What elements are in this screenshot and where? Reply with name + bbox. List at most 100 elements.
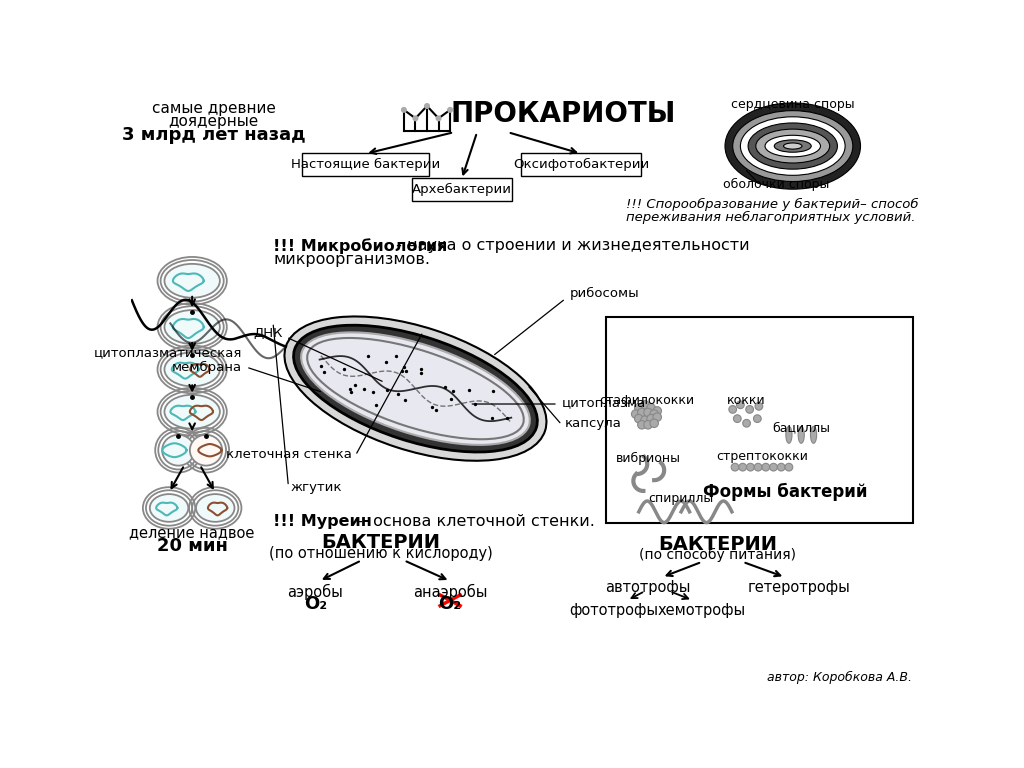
Circle shape <box>729 406 736 413</box>
Circle shape <box>401 108 407 112</box>
Text: переживания неблагоприятных условий.: переживания неблагоприятных условий. <box>626 210 915 223</box>
Ellipse shape <box>150 494 188 521</box>
Text: гетеротрофы: гетеротрофы <box>748 580 850 594</box>
FancyBboxPatch shape <box>520 153 641 176</box>
Circle shape <box>644 421 652 429</box>
Text: бациллы: бациллы <box>772 421 830 434</box>
Text: стрептококки: стрептококки <box>716 450 808 463</box>
Text: 20 мин: 20 мин <box>157 538 227 555</box>
Text: жгутик: жгутик <box>291 481 342 494</box>
Circle shape <box>647 404 655 412</box>
Ellipse shape <box>294 325 538 452</box>
Circle shape <box>647 415 655 423</box>
Text: - наука о строении и жизнедеятельности: - наука о строении и жизнедеятельности <box>391 238 750 253</box>
Text: оболочки споры: оболочки споры <box>724 178 829 191</box>
Ellipse shape <box>165 395 220 429</box>
Text: Настоящие бактерии: Настоящие бактерии <box>291 158 440 171</box>
Text: !!! Спорообразование у бактерий– способ: !!! Спорообразование у бактерий– способ <box>626 198 919 211</box>
Circle shape <box>755 463 762 471</box>
Ellipse shape <box>749 123 838 169</box>
Ellipse shape <box>810 426 816 443</box>
Text: !!! Микробиология: !!! Микробиология <box>273 238 447 254</box>
Text: клеточная стенка: клеточная стенка <box>226 448 352 461</box>
Circle shape <box>770 463 777 471</box>
Text: микроорганизмов.: микроорганизмов. <box>273 252 430 266</box>
Text: автор: Коробкова А.В.: автор: Коробкова А.В. <box>767 671 912 684</box>
Ellipse shape <box>165 264 220 298</box>
Ellipse shape <box>285 316 547 461</box>
Text: БАКТЕРИИ: БАКТЕРИИ <box>322 533 440 552</box>
Circle shape <box>653 413 662 422</box>
Text: Оксифотобактерии: Оксифотобактерии <box>513 158 649 171</box>
Circle shape <box>731 463 739 471</box>
Text: аэробы: аэробы <box>288 584 343 600</box>
Text: О₂: О₂ <box>304 595 327 613</box>
Circle shape <box>635 415 643 423</box>
Circle shape <box>638 409 646 417</box>
Circle shape <box>641 401 649 409</box>
Circle shape <box>632 410 640 419</box>
Circle shape <box>742 419 751 427</box>
Ellipse shape <box>740 117 845 175</box>
Text: Формы бактерий: Формы бактерий <box>702 483 867 502</box>
Text: доядерные: доядерные <box>169 114 259 129</box>
Text: (по отношению к кислороду): (по отношению к кислороду) <box>269 547 493 561</box>
Ellipse shape <box>798 426 804 443</box>
Circle shape <box>653 407 662 415</box>
Circle shape <box>644 409 652 417</box>
Circle shape <box>736 401 744 409</box>
Text: спириллы: спириллы <box>648 492 714 505</box>
Circle shape <box>436 116 441 121</box>
Text: хемотрофы: хемотрофы <box>657 603 745 617</box>
Circle shape <box>762 463 770 471</box>
Ellipse shape <box>783 143 802 149</box>
Circle shape <box>413 116 418 121</box>
Ellipse shape <box>733 111 853 181</box>
Ellipse shape <box>765 135 820 157</box>
Text: ПРОКАРИОТЫ: ПРОКАРИОТЫ <box>451 100 676 127</box>
Circle shape <box>425 104 429 108</box>
Circle shape <box>755 402 763 410</box>
Text: стафилококки: стафилококки <box>599 394 694 407</box>
Ellipse shape <box>189 435 222 465</box>
Circle shape <box>785 463 793 471</box>
Ellipse shape <box>165 353 220 386</box>
Circle shape <box>650 410 658 419</box>
Ellipse shape <box>165 310 220 344</box>
Text: БАКТЕРИИ: БАКТЕРИИ <box>657 535 777 554</box>
Circle shape <box>650 419 658 428</box>
Circle shape <box>447 108 453 112</box>
Circle shape <box>746 463 755 471</box>
Text: (по способу питания): (по способу питания) <box>639 548 796 562</box>
Text: цитоплазматическая
мембрана: цитоплазматическая мембрана <box>94 346 243 374</box>
Text: Архебактерии: Архебактерии <box>412 184 512 197</box>
Text: ДНК: ДНК <box>254 326 283 339</box>
Circle shape <box>638 421 646 429</box>
Ellipse shape <box>774 140 811 152</box>
Text: О₂: О₂ <box>438 595 462 613</box>
Ellipse shape <box>756 129 829 163</box>
Text: рибосомы: рибосомы <box>569 287 639 300</box>
Ellipse shape <box>725 103 860 189</box>
Text: вибрионы: вибрионы <box>616 452 681 465</box>
Circle shape <box>777 463 785 471</box>
Text: сердцевина споры: сердцевина споры <box>731 98 855 111</box>
FancyBboxPatch shape <box>412 178 512 201</box>
Ellipse shape <box>301 333 529 445</box>
FancyBboxPatch shape <box>606 317 912 523</box>
Text: цитоплазма: цитоплазма <box>562 396 646 409</box>
Text: капсула: капсула <box>565 417 622 430</box>
Text: 3 млрд лет назад: 3 млрд лет назад <box>122 126 305 144</box>
Text: фототрофы: фототрофы <box>569 603 658 617</box>
Text: автотрофы: автотрофы <box>605 580 690 594</box>
Text: кокки: кокки <box>727 394 766 407</box>
Text: -  основа клеточной стенки.: - основа клеточной стенки. <box>352 514 595 529</box>
Circle shape <box>641 416 649 425</box>
Circle shape <box>733 415 741 422</box>
Circle shape <box>745 406 754 413</box>
Text: !!! Муреин: !!! Муреин <box>273 514 372 529</box>
Circle shape <box>635 404 643 412</box>
Ellipse shape <box>785 426 792 443</box>
Ellipse shape <box>196 494 234 521</box>
Circle shape <box>739 463 746 471</box>
